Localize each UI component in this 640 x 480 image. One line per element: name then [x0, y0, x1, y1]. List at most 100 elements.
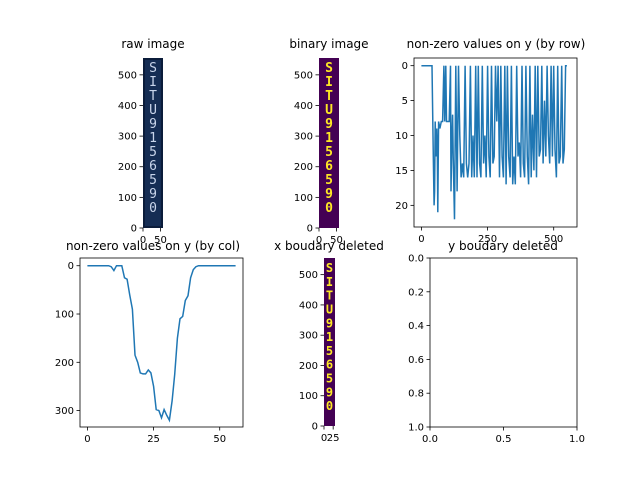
image-glyph: U	[325, 103, 333, 118]
y-tick-label: 100	[299, 391, 318, 402]
image-glyph: 5	[325, 145, 333, 160]
image-glyph: 9	[325, 187, 333, 202]
y-tick-label: 0.8	[408, 389, 424, 400]
y-tick-label: 200	[55, 358, 74, 369]
image-glyph: I	[149, 75, 157, 90]
image-glyph: S	[149, 61, 157, 76]
y-tick-label: 0	[68, 261, 74, 272]
image-glyph: U	[149, 103, 157, 118]
y-tick-label: 15	[395, 166, 408, 177]
y-tick-label: 20	[395, 201, 408, 212]
y-tick-label: 300	[55, 406, 74, 417]
row-profile-line	[421, 64, 567, 220]
x-tick-label: 250	[478, 234, 497, 245]
image-glyph: 6	[325, 159, 333, 174]
y-tick-label: 0.4	[408, 321, 424, 332]
y-ticks: 0 5 10 15 20	[395, 61, 414, 212]
y-tick-label: 0.6	[408, 355, 424, 366]
y-tick-label: 400	[299, 300, 318, 311]
y-tick-label: 400	[118, 101, 137, 112]
y-tick-label: 100	[118, 193, 137, 204]
panel-row-profile: non-zero values on y (by row) 0 250 500 0 5…	[395, 37, 585, 245]
panel-y-deleted: y boudary deleted 0.0 0.5 1.0 0.0 0.2 0.4 0.6…	[408, 239, 585, 445]
y-tick-label: 200	[299, 361, 318, 372]
x-tick-label: 25	[327, 433, 340, 444]
image-glyph: 5	[149, 145, 157, 160]
image-glyph: T	[149, 89, 157, 104]
y-tick-label: 100	[294, 193, 313, 204]
panel-col-profile: non-zero values on y (by col) 0 25 50 0 100…	[55, 239, 244, 445]
x-tick-label: 0.5	[496, 434, 512, 445]
col-profile-line	[87, 264, 236, 423]
image-glyph: 9	[326, 385, 333, 399]
panel-title: x boudary deleted	[274, 239, 384, 253]
y-tick-label: 500	[299, 270, 318, 281]
x-tick-label: 50	[154, 235, 167, 246]
image-glyph: 1	[149, 131, 157, 146]
image-glyph: 5	[325, 173, 333, 188]
y-ticks: 0.0 0.2 0.4 0.6 0.8 1.0	[408, 254, 430, 434]
y-tick-label: 0	[312, 422, 318, 433]
y-tick-label: 0	[131, 224, 137, 235]
axes-frame	[79, 257, 244, 428]
x-ticks: 0 25 50	[84, 427, 226, 445]
image-glyph: 1	[326, 330, 333, 344]
y-tick-label: 0.2	[408, 287, 424, 298]
y-tick-label: 400	[294, 101, 313, 112]
x-tick-label: 25	[147, 434, 160, 445]
image-glyph: I	[325, 75, 333, 90]
y-tick-label: 0	[307, 224, 313, 235]
x-ticks: 0.0 0.5 1.0	[422, 427, 585, 445]
y-tick-label: 500	[118, 70, 137, 81]
image-glyph: S	[325, 61, 333, 76]
image-glyph: S	[326, 261, 333, 275]
y-tick-label: 5	[402, 96, 408, 107]
x-tick-label: 0.0	[422, 434, 438, 445]
image-glyph: 9	[325, 117, 333, 132]
y-tick-label: 300	[294, 132, 313, 143]
panel-title: binary image	[289, 37, 368, 51]
panel-title: non-zero values on y (by col)	[66, 239, 240, 253]
image-glyph: T	[326, 289, 333, 303]
y-tick-label: 1.0	[408, 423, 424, 434]
x-tick-label: 0	[418, 234, 424, 245]
y-tick-label: 500	[294, 70, 313, 81]
y-tick-label: 200	[118, 162, 137, 173]
x-ticks: 0 50	[316, 228, 343, 246]
image-glyph: 0	[149, 201, 157, 216]
x-tick-label: 0	[321, 433, 327, 444]
image-glyph: 0	[325, 201, 333, 216]
y-tick-label: 0	[402, 61, 408, 72]
image-glyph: 6	[149, 159, 157, 174]
x-tick-label: 50	[213, 434, 226, 445]
x-ticks: 0 250 500	[418, 227, 563, 245]
panel-title: raw image	[121, 37, 184, 51]
image-glyph: 5	[149, 173, 157, 188]
image-glyph: U	[326, 302, 333, 316]
x-tick-label: 50	[330, 235, 343, 246]
panel-title: non-zero values on y (by row)	[407, 37, 586, 51]
y-tick-label: 0.0	[408, 254, 424, 265]
image-glyph: I	[326, 275, 333, 289]
image-glyph: 5	[326, 344, 333, 358]
y-tick-label: 300	[299, 331, 318, 342]
x-tick-label: 500	[544, 234, 563, 245]
y-tick-label: 300	[118, 132, 137, 143]
y-tick-label: 10	[395, 131, 408, 142]
x-tick-label: 0	[140, 235, 146, 246]
y-ticks: 0 100 200 300	[55, 261, 80, 417]
x-tick-label: 1.0	[569, 434, 585, 445]
x-ticks: 0 25	[321, 426, 340, 444]
y-ticks: 0 100 200 300 400 500	[294, 70, 319, 235]
panel-title: y boudary deleted	[448, 239, 558, 253]
